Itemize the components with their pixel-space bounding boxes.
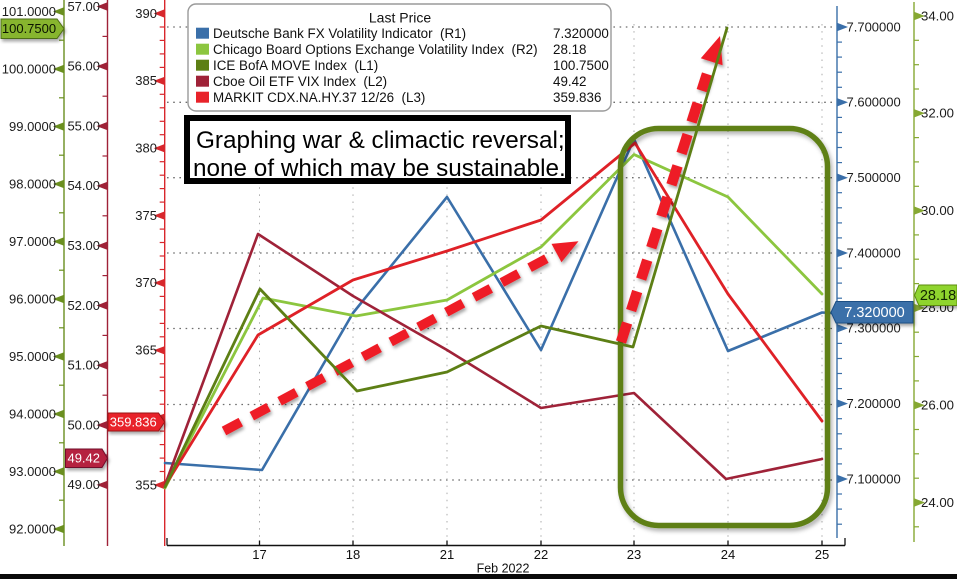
svg-text:18: 18: [346, 547, 360, 562]
svg-text:51.00: 51.00: [67, 358, 100, 373]
svg-text:24: 24: [721, 547, 735, 562]
svg-text:28.18: 28.18: [553, 42, 587, 57]
svg-text:375: 375: [135, 208, 157, 223]
svg-text:MARKIT CDX.NA.HY.37 12/26 (L3: MARKIT CDX.NA.HY.37 12/26 (L3): [213, 90, 425, 105]
svg-text:99.0000: 99.0000: [9, 119, 56, 134]
svg-text:100.7500: 100.7500: [2, 21, 56, 36]
svg-text:ICE BofA MOVE Index (L1): ICE BofA MOVE Index (L1): [213, 58, 378, 73]
svg-text:7.320000: 7.320000: [844, 305, 904, 321]
svg-text:385: 385: [135, 73, 157, 88]
svg-text:49.42: 49.42: [67, 451, 100, 466]
svg-text:7.300000: 7.300000: [847, 321, 901, 336]
svg-text:98.0000: 98.0000: [9, 176, 56, 191]
svg-text:49.42: 49.42: [553, 74, 587, 89]
svg-text:97.0000: 97.0000: [9, 234, 56, 249]
svg-text:94.0000: 94.0000: [9, 406, 56, 421]
svg-text:57.00: 57.00: [67, 0, 100, 14]
svg-text:95.0000: 95.0000: [9, 349, 56, 364]
svg-text:23: 23: [627, 547, 641, 562]
svg-text:7.200000: 7.200000: [847, 396, 901, 411]
svg-text:49.00: 49.00: [67, 477, 100, 492]
svg-text:7.400000: 7.400000: [847, 245, 901, 260]
svg-text:390: 390: [135, 6, 157, 21]
svg-text:365: 365: [135, 343, 157, 358]
svg-text:34.00: 34.00: [921, 8, 954, 23]
svg-text:359.836: 359.836: [110, 414, 157, 429]
svg-text:53.00: 53.00: [67, 238, 100, 253]
svg-text:32.00: 32.00: [921, 106, 954, 121]
svg-text:25: 25: [815, 547, 829, 562]
svg-text:55.00: 55.00: [67, 118, 100, 133]
svg-text:Deutsche Bank FX Volatility In: Deutsche Bank FX Volatility Indicator (R…: [213, 26, 466, 41]
svg-text:7.320000: 7.320000: [553, 26, 609, 41]
svg-text:56.00: 56.00: [67, 59, 100, 74]
svg-text:380: 380: [135, 141, 157, 156]
svg-text:52.00: 52.00: [67, 298, 100, 313]
svg-text:21: 21: [440, 547, 454, 562]
svg-text:101.0000: 101.0000: [2, 4, 56, 19]
svg-text:93.0000: 93.0000: [9, 464, 56, 479]
svg-text:7.100000: 7.100000: [847, 471, 901, 486]
svg-text:17: 17: [252, 547, 266, 562]
svg-text:7.700000: 7.700000: [847, 19, 901, 34]
svg-text:7.500000: 7.500000: [847, 170, 901, 185]
svg-text:22: 22: [534, 547, 548, 562]
svg-text:100.7500: 100.7500: [553, 58, 609, 73]
svg-text:Chicago Board Options Exchange: Chicago Board Options Exchange Volatilit…: [213, 42, 538, 57]
svg-text:50.00: 50.00: [67, 417, 100, 432]
svg-text:26.00: 26.00: [921, 398, 954, 413]
svg-text:Feb 2022: Feb 2022: [477, 562, 530, 576]
svg-text:24.00: 24.00: [921, 495, 954, 510]
svg-text:none of which may be sustainab: none of which may be sustainable.: [193, 155, 566, 182]
svg-text:370: 370: [135, 275, 157, 290]
svg-text:96.0000: 96.0000: [9, 291, 56, 306]
svg-text:28.18: 28.18: [920, 288, 956, 304]
svg-text:359.836: 359.836: [553, 90, 601, 105]
svg-text:30.00: 30.00: [921, 203, 954, 218]
svg-text:Last Price: Last Price: [369, 10, 431, 26]
svg-text:100.0000: 100.0000: [2, 61, 56, 76]
svg-text:7.600000: 7.600000: [847, 95, 901, 110]
svg-text:Graphing war & climactic rever: Graphing war & climactic reversal;: [196, 127, 565, 154]
svg-text:Cboe Oil ETF VIX Index (L2): Cboe Oil ETF VIX Index (L2): [213, 74, 387, 89]
svg-text:92.0000: 92.0000: [9, 521, 56, 536]
svg-text:355: 355: [135, 477, 157, 492]
svg-text:54.00: 54.00: [67, 178, 100, 193]
